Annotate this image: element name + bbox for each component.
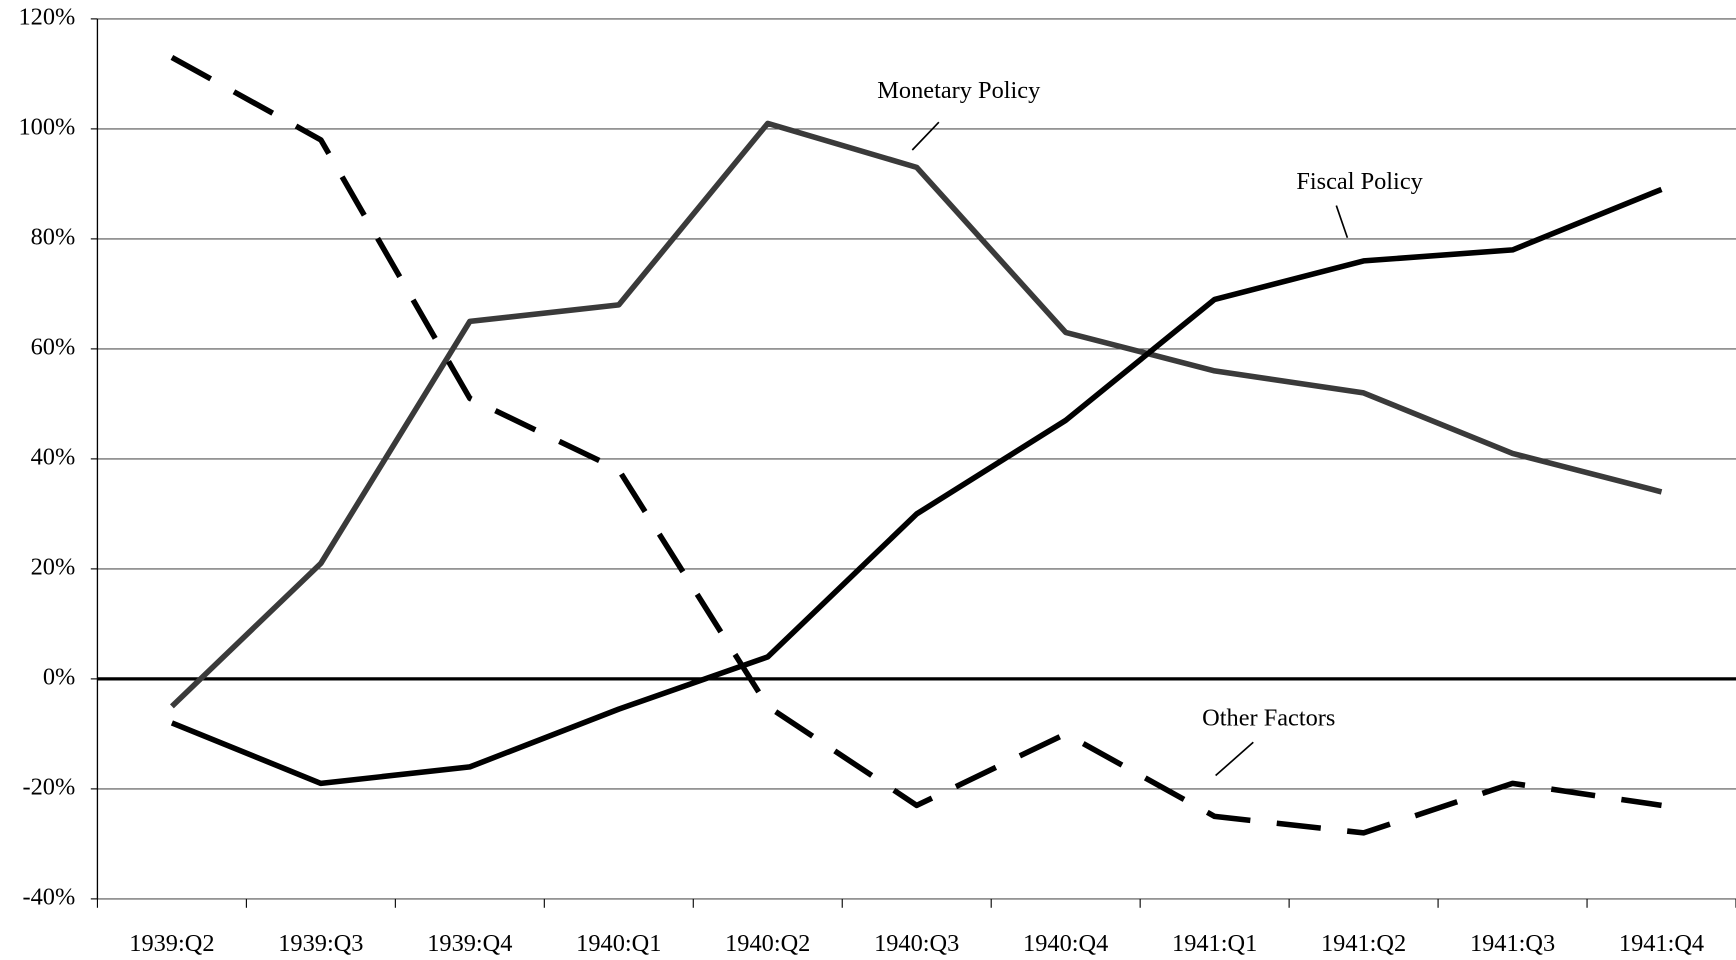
y-tick-label: -20% <box>23 773 76 800</box>
y-tick-label: 40% <box>31 443 76 470</box>
x-tick-label: 1939:Q3 <box>278 930 363 957</box>
y-tick-label: 60% <box>31 333 76 360</box>
leader-line <box>1215 741 1254 777</box>
y-tick-label: 80% <box>31 223 76 250</box>
leader-line <box>911 121 940 151</box>
x-tick-label: 1941:Q2 <box>1321 930 1406 957</box>
x-tick-label: 1940:Q3 <box>874 930 959 957</box>
series-label: Other Factors <box>1202 705 1335 732</box>
y-tick-label: 20% <box>31 553 76 580</box>
x-tick-label: 1941:Q3 <box>1470 930 1555 957</box>
x-tick-label: 1941:Q4 <box>1619 930 1704 957</box>
series-line <box>170 186 1663 787</box>
x-tick-label: 1940:Q2 <box>725 930 810 957</box>
y-tick-label: 0% <box>43 663 75 690</box>
x-tick-label: 1941:Q1 <box>1172 930 1257 957</box>
series-label: Fiscal Policy <box>1296 168 1423 195</box>
y-tick-label: 100% <box>18 113 75 140</box>
x-tick-label: 1940:Q1 <box>576 930 661 957</box>
x-tick-label: 1939:Q2 <box>129 930 214 957</box>
series-line <box>170 54 1662 836</box>
series-label: Monetary Policy <box>877 77 1041 104</box>
y-tick-label: 120% <box>18 3 75 30</box>
x-tick-label: 1939:Q4 <box>427 930 512 957</box>
y-tick-label: -40% <box>23 883 76 910</box>
series-line <box>169 120 1663 709</box>
x-tick-label: 1940:Q4 <box>1023 930 1108 957</box>
leader-line <box>1335 205 1349 239</box>
